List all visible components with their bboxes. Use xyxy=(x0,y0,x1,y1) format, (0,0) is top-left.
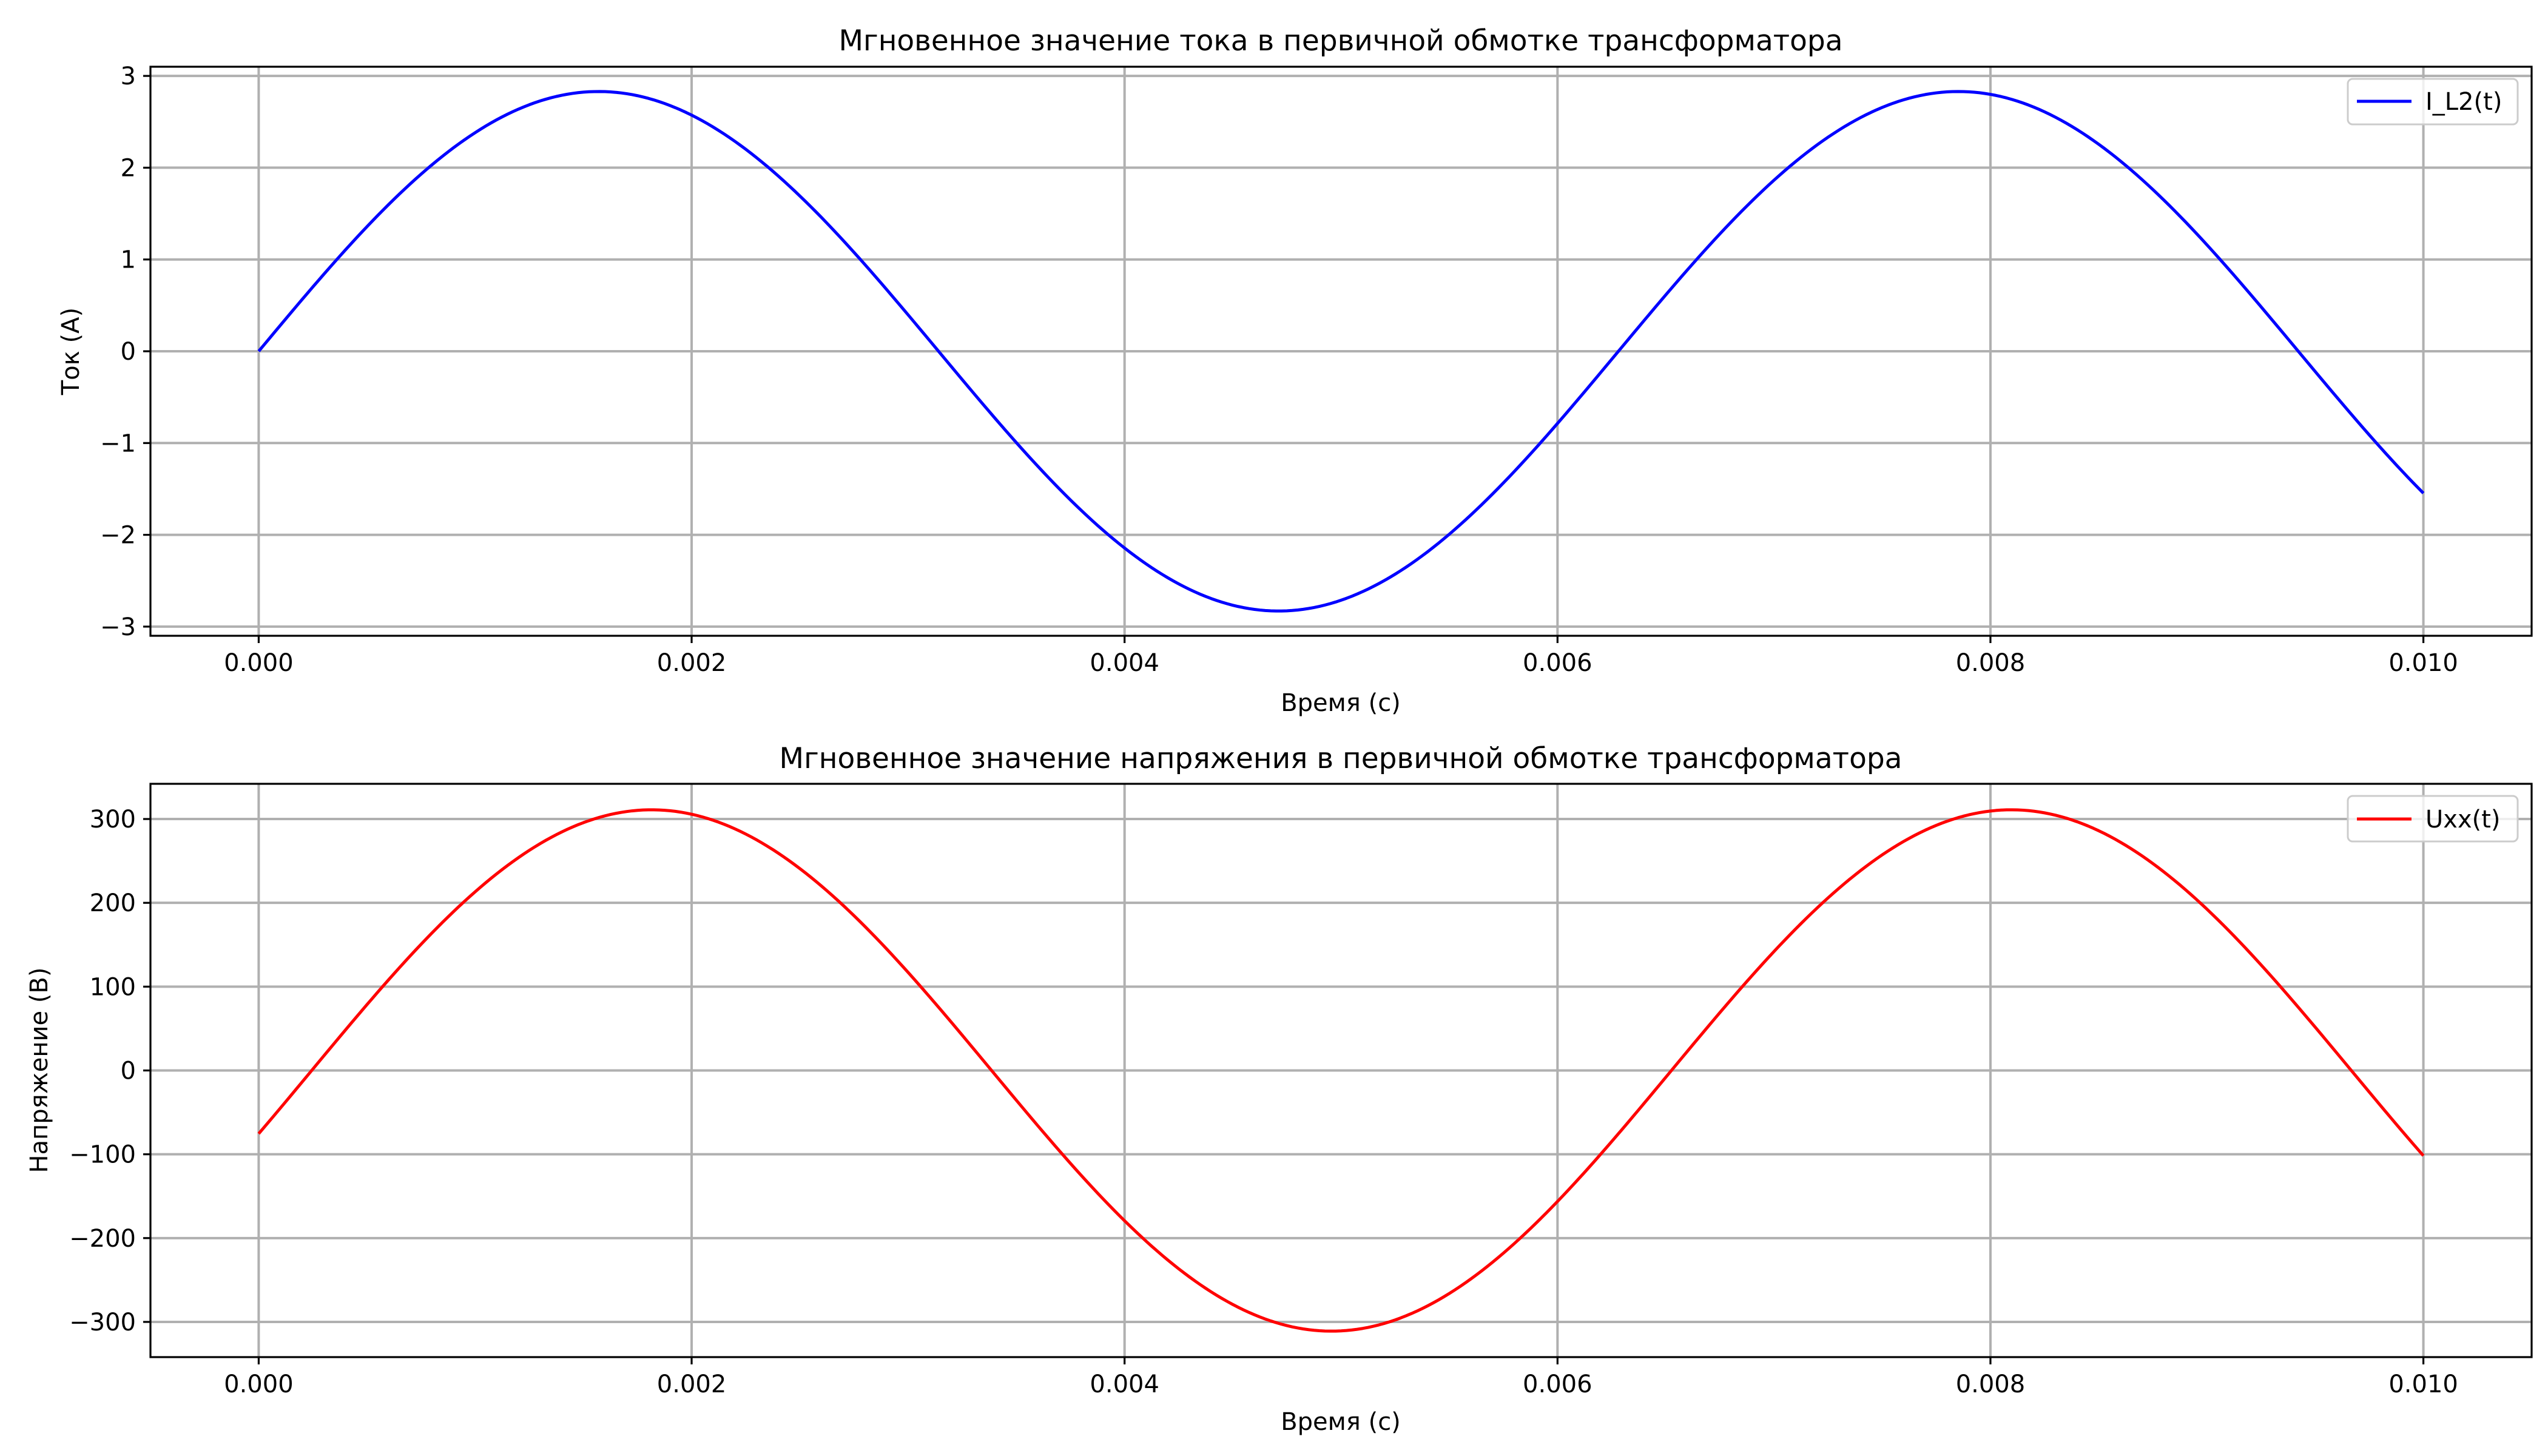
current-y-tick-label: 1 xyxy=(121,246,136,274)
voltage-y-tick-label: 100 xyxy=(90,973,136,1001)
current-x-axis-label: Время (с) xyxy=(1281,689,1401,717)
voltage-chart-title: Мгновенное значение напряжения в первичн… xyxy=(780,742,1903,775)
current-series-line xyxy=(257,90,2425,613)
current-y-tick-label: −2 xyxy=(100,522,136,550)
current-series-layer xyxy=(257,90,2425,613)
voltage-ticks: 0.000 0.002 0.004 0.006 0.008 0.010 −300 −200 −1… xyxy=(69,806,2458,1398)
current-y-tick-label: −3 xyxy=(100,613,136,641)
voltage-y-tick-label: 0 xyxy=(121,1057,136,1085)
current-x-tick-label: 0.004 xyxy=(1090,649,1159,677)
voltage-y-tick-label: −100 xyxy=(69,1141,136,1169)
voltage-x-tick-label: 0.008 xyxy=(1956,1370,2026,1398)
voltage-x-tick-label: 0.000 xyxy=(224,1370,294,1398)
voltage-grid xyxy=(150,784,2532,1357)
voltage-legend-box xyxy=(2347,795,2519,843)
voltage-y-tick-label: −300 xyxy=(69,1309,136,1336)
current-plot-frame xyxy=(149,66,2533,637)
current-y-tick-label: −1 xyxy=(100,430,136,457)
current-x-tick-label: 0.008 xyxy=(1956,649,2026,677)
current-chart-title: Мгновенное значение тока в первичной обм… xyxy=(838,24,1842,58)
current-y-tick-label: 0 xyxy=(121,338,136,366)
voltage-y-tick-label: 300 xyxy=(90,806,136,834)
current-legend: I_L2(t) xyxy=(2347,78,2519,126)
voltage-x-tick-label: 0.006 xyxy=(1523,1370,1592,1398)
voltage-chart: Мгновенное значение напряжения в первичн… xyxy=(25,742,2533,1436)
voltage-y-axis-label: Напряжение (В) xyxy=(25,968,53,1173)
current-x-tick-label: 0.006 xyxy=(1523,649,1592,677)
voltage-series-line xyxy=(257,808,2425,1333)
voltage-series-layer xyxy=(257,808,2425,1333)
voltage-y-tick-label: 200 xyxy=(90,889,136,917)
current-y-axis-label: Ток (А) xyxy=(57,308,85,396)
current-x-tick-label: 0.000 xyxy=(224,649,294,677)
current-y-tick-label: 3 xyxy=(121,62,136,90)
voltage-legend: Uxx(t) xyxy=(2347,795,2519,843)
current-y-tick-label: 2 xyxy=(121,154,136,182)
current-ticks: 0.000 0.002 0.004 0.006 0.008 0.010 −3 −2 −1 0 1 2 3 xyxy=(100,62,2458,677)
current-x-tick-label: 0.002 xyxy=(657,649,727,677)
voltage-y-tick-label: −200 xyxy=(69,1225,136,1253)
current-grid xyxy=(150,67,2532,636)
current-chart: Мгновенное значение тока в первичной обм… xyxy=(57,24,2533,717)
voltage-x-tick-label: 0.002 xyxy=(657,1370,727,1398)
voltage-x-tick-label: 0.010 xyxy=(2388,1370,2458,1398)
voltage-plot-frame xyxy=(149,783,2533,1358)
voltage-legend-label: Uxx(t) xyxy=(2425,806,2501,834)
current-x-tick-label: 0.010 xyxy=(2388,649,2458,677)
current-legend-label: I_L2(t) xyxy=(2425,88,2502,116)
current-legend-box xyxy=(2347,78,2519,126)
voltage-x-axis-label: Время (с) xyxy=(1281,1408,1401,1436)
voltage-x-tick-label: 0.004 xyxy=(1090,1370,1159,1398)
